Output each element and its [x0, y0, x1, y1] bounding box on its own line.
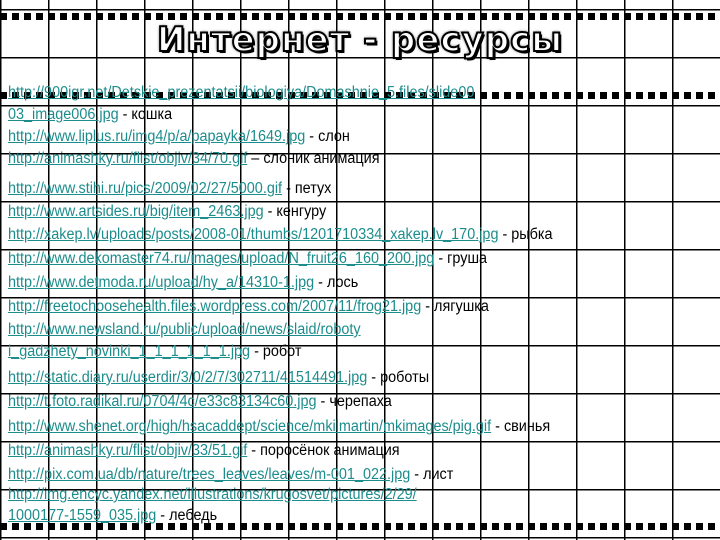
list-item: http://img.encyc.yandex.net/illustration…: [8, 486, 417, 504]
resource-link[interactable]: http://www.detmoda.ru/upload/hy_a/14310-…: [8, 274, 315, 291]
resource-link[interactable]: http://animashky.ru/flist/objiv/33/51.gi…: [8, 442, 248, 459]
resource-link[interactable]: http://t.foto.radikal.ru/0704/4c/e33c831…: [8, 393, 317, 410]
resource-link[interactable]: http://animashky.ru/flist/objiv/34/70.gi…: [8, 150, 248, 167]
list-item: http://www.shenet.org/high/hsacaddept/sc…: [8, 418, 550, 436]
page-title: Интернет - ресурсы: [156, 19, 564, 61]
resource-link[interactable]: http://www.shenet.org/high/hsacaddept/sc…: [8, 418, 492, 435]
list-item: http://pix.com.ua/db/nature/trees_leaves…: [8, 466, 453, 484]
list-item: http://xakep.lv/uploads/posts/2008-01/th…: [8, 226, 553, 244]
resource-link[interactable]: http://www.liplus.ru/img4/p/a/papayka/16…: [8, 128, 306, 145]
resource-description: - рыбка: [498, 226, 553, 243]
resource-link[interactable]: http://www.artsides.ru/big/item_2463.jpg: [8, 203, 264, 220]
resource-link[interactable]: 1000177-1559_035.jpg: [8, 507, 157, 524]
list-item: http://www.liplus.ru/img4/p/a/papayka/16…: [8, 128, 350, 146]
resource-link[interactable]: http://xakep.lv/uploads/posts/2008-01/th…: [8, 226, 499, 243]
resource-description: - поросёнок анимация: [247, 442, 400, 459]
list-item: http://static.diary.ru/userdir/3/0/2/7/3…: [8, 369, 429, 387]
list-item: http://www.detmoda.ru/upload/hy_a/14310-…: [8, 274, 358, 292]
dotted-border-middle: [0, 92, 720, 99]
resource-description: - роботы: [367, 369, 430, 386]
resource-link[interactable]: http://www.dekomaster74.ru/images/upload…: [8, 250, 435, 267]
resource-link[interactable]: http://pix.com.ua/db/nature/trees_leaves…: [8, 466, 411, 483]
resource-link[interactable]: http://900igr.net/Detskie_prezentatsii/b…: [8, 84, 475, 101]
resource-link[interactable]: http://img.encyc.yandex.net/illustration…: [8, 486, 417, 503]
resource-description: - слон: [305, 128, 350, 145]
resource-description: – слоник анимация: [247, 150, 380, 167]
list-item: http://freetochoosehealth.files.wordpres…: [8, 298, 489, 316]
resource-description: - лист: [410, 466, 454, 483]
resource-link[interactable]: http://www.stihi.ru/pics/2009/02/27/5000…: [8, 180, 283, 197]
resource-description: - кенгуру: [263, 203, 327, 220]
resource-link[interactable]: http://freetochoosehealth.files.wordpres…: [8, 298, 422, 315]
list-item: http://www.dekomaster74.ru/images/upload…: [8, 250, 487, 268]
list-item: http://www.artsides.ru/big/item_2463.jpg…: [8, 203, 326, 221]
resource-description: - черепаха: [316, 393, 392, 410]
resource-link[interactable]: http://static.diary.ru/userdir/3/0/2/7/3…: [8, 369, 368, 386]
resource-description: - кошка: [118, 106, 173, 123]
list-item: http://t.foto.radikal.ru/0704/4c/e33c831…: [8, 393, 392, 411]
resource-link[interactable]: http://www.newsland.ru/public/upload/new…: [8, 321, 361, 338]
resource-link[interactable]: i_gadzhety_novinki_1_1_1_1_1_1.jpg: [8, 343, 251, 360]
resource-link[interactable]: 03_image006.jpg: [8, 106, 119, 123]
resource-description: - робот: [250, 343, 302, 360]
dotted-border-top: [0, 13, 720, 20]
resource-description: - свинья: [491, 418, 551, 435]
list-item: http://animashky.ru/flist/objiv/34/70.gi…: [8, 150, 380, 168]
list-item: i_gadzhety_novinki_1_1_1_1_1_1.jpg - роб…: [8, 343, 301, 361]
list-item: http://www.newsland.ru/public/upload/new…: [8, 321, 361, 339]
dotted-border-bottom: [0, 523, 720, 530]
resource-description: - петух: [282, 180, 332, 197]
list-item: 03_image006.jpg - кошка: [8, 106, 172, 124]
list-item: 1000177-1559_035.jpg - лебедь: [8, 507, 217, 525]
resource-description: - лось: [314, 274, 359, 291]
list-item: http://www.stihi.ru/pics/2009/02/27/5000…: [8, 180, 331, 198]
list-item: http://animashky.ru/flist/objiv/33/51.gi…: [8, 442, 400, 460]
list-item: http://900igr.net/Detskie_prezentatsii/b…: [8, 84, 474, 102]
resource-description: - лебедь: [156, 507, 218, 524]
resource-description: - лягушка: [421, 298, 489, 315]
resource-description: - груша: [434, 250, 488, 267]
